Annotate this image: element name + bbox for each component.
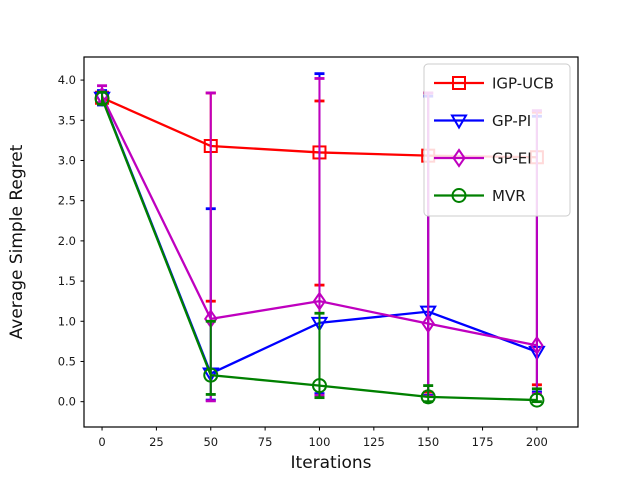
legend-label: IGP-UCB: [492, 75, 554, 93]
legend-label: GP-PI: [492, 112, 531, 130]
x-tick-label: 200: [526, 435, 548, 449]
data-point-mvr: [203, 367, 219, 383]
data-point-mvr: [311, 378, 327, 394]
x-tick-label: 100: [308, 435, 330, 449]
y-tick-label: 2.0: [58, 234, 76, 248]
legend-label: GP-EI: [492, 150, 532, 168]
data-point-mvr: [94, 91, 110, 107]
y-tick-label: 3.5: [58, 113, 76, 127]
data-point-mvr: [420, 389, 436, 405]
y-tick-label: 2.5: [58, 194, 76, 208]
legend-marker-circle: [451, 188, 467, 203]
x-tick-label: 50: [203, 435, 218, 449]
x-tick-label: 150: [417, 435, 439, 449]
y-tick-label: 1.5: [58, 274, 76, 288]
y-tick-label: 0.5: [58, 354, 76, 368]
x-tick-label: 25: [149, 435, 164, 449]
y-tick-label: 1.0: [58, 314, 76, 328]
y-axis-label: Average Simple Regret: [7, 144, 27, 340]
y-tick-label: 0.0: [58, 395, 76, 409]
data-point-gp-ei: [421, 313, 435, 334]
series-line-mvr: [100, 98, 537, 402]
plot-frame: [83, 56, 579, 428]
legend-marker-square: [452, 76, 466, 90]
x-tick-label: 125: [363, 435, 385, 449]
data-point-gp-ei: [312, 291, 327, 311]
legend-marker-triangle-down: [450, 114, 468, 130]
x-tick-label: 175: [472, 435, 494, 449]
y-tick-label: 3.0: [58, 153, 76, 167]
x-tick-label: 0: [98, 435, 105, 449]
x-tick-label: 75: [258, 435, 273, 449]
series-line-gp-ei: [101, 95, 538, 347]
data-point-mvr: [529, 392, 545, 408]
x-axis-label: Iterations: [290, 453, 372, 473]
data-point-gp-ei: [530, 335, 544, 356]
legend-marker-diamond: [452, 148, 466, 168]
legend-label: MVR: [492, 187, 526, 205]
y-tick-label: 4.0: [58, 73, 76, 87]
legend-box: [423, 63, 571, 217]
